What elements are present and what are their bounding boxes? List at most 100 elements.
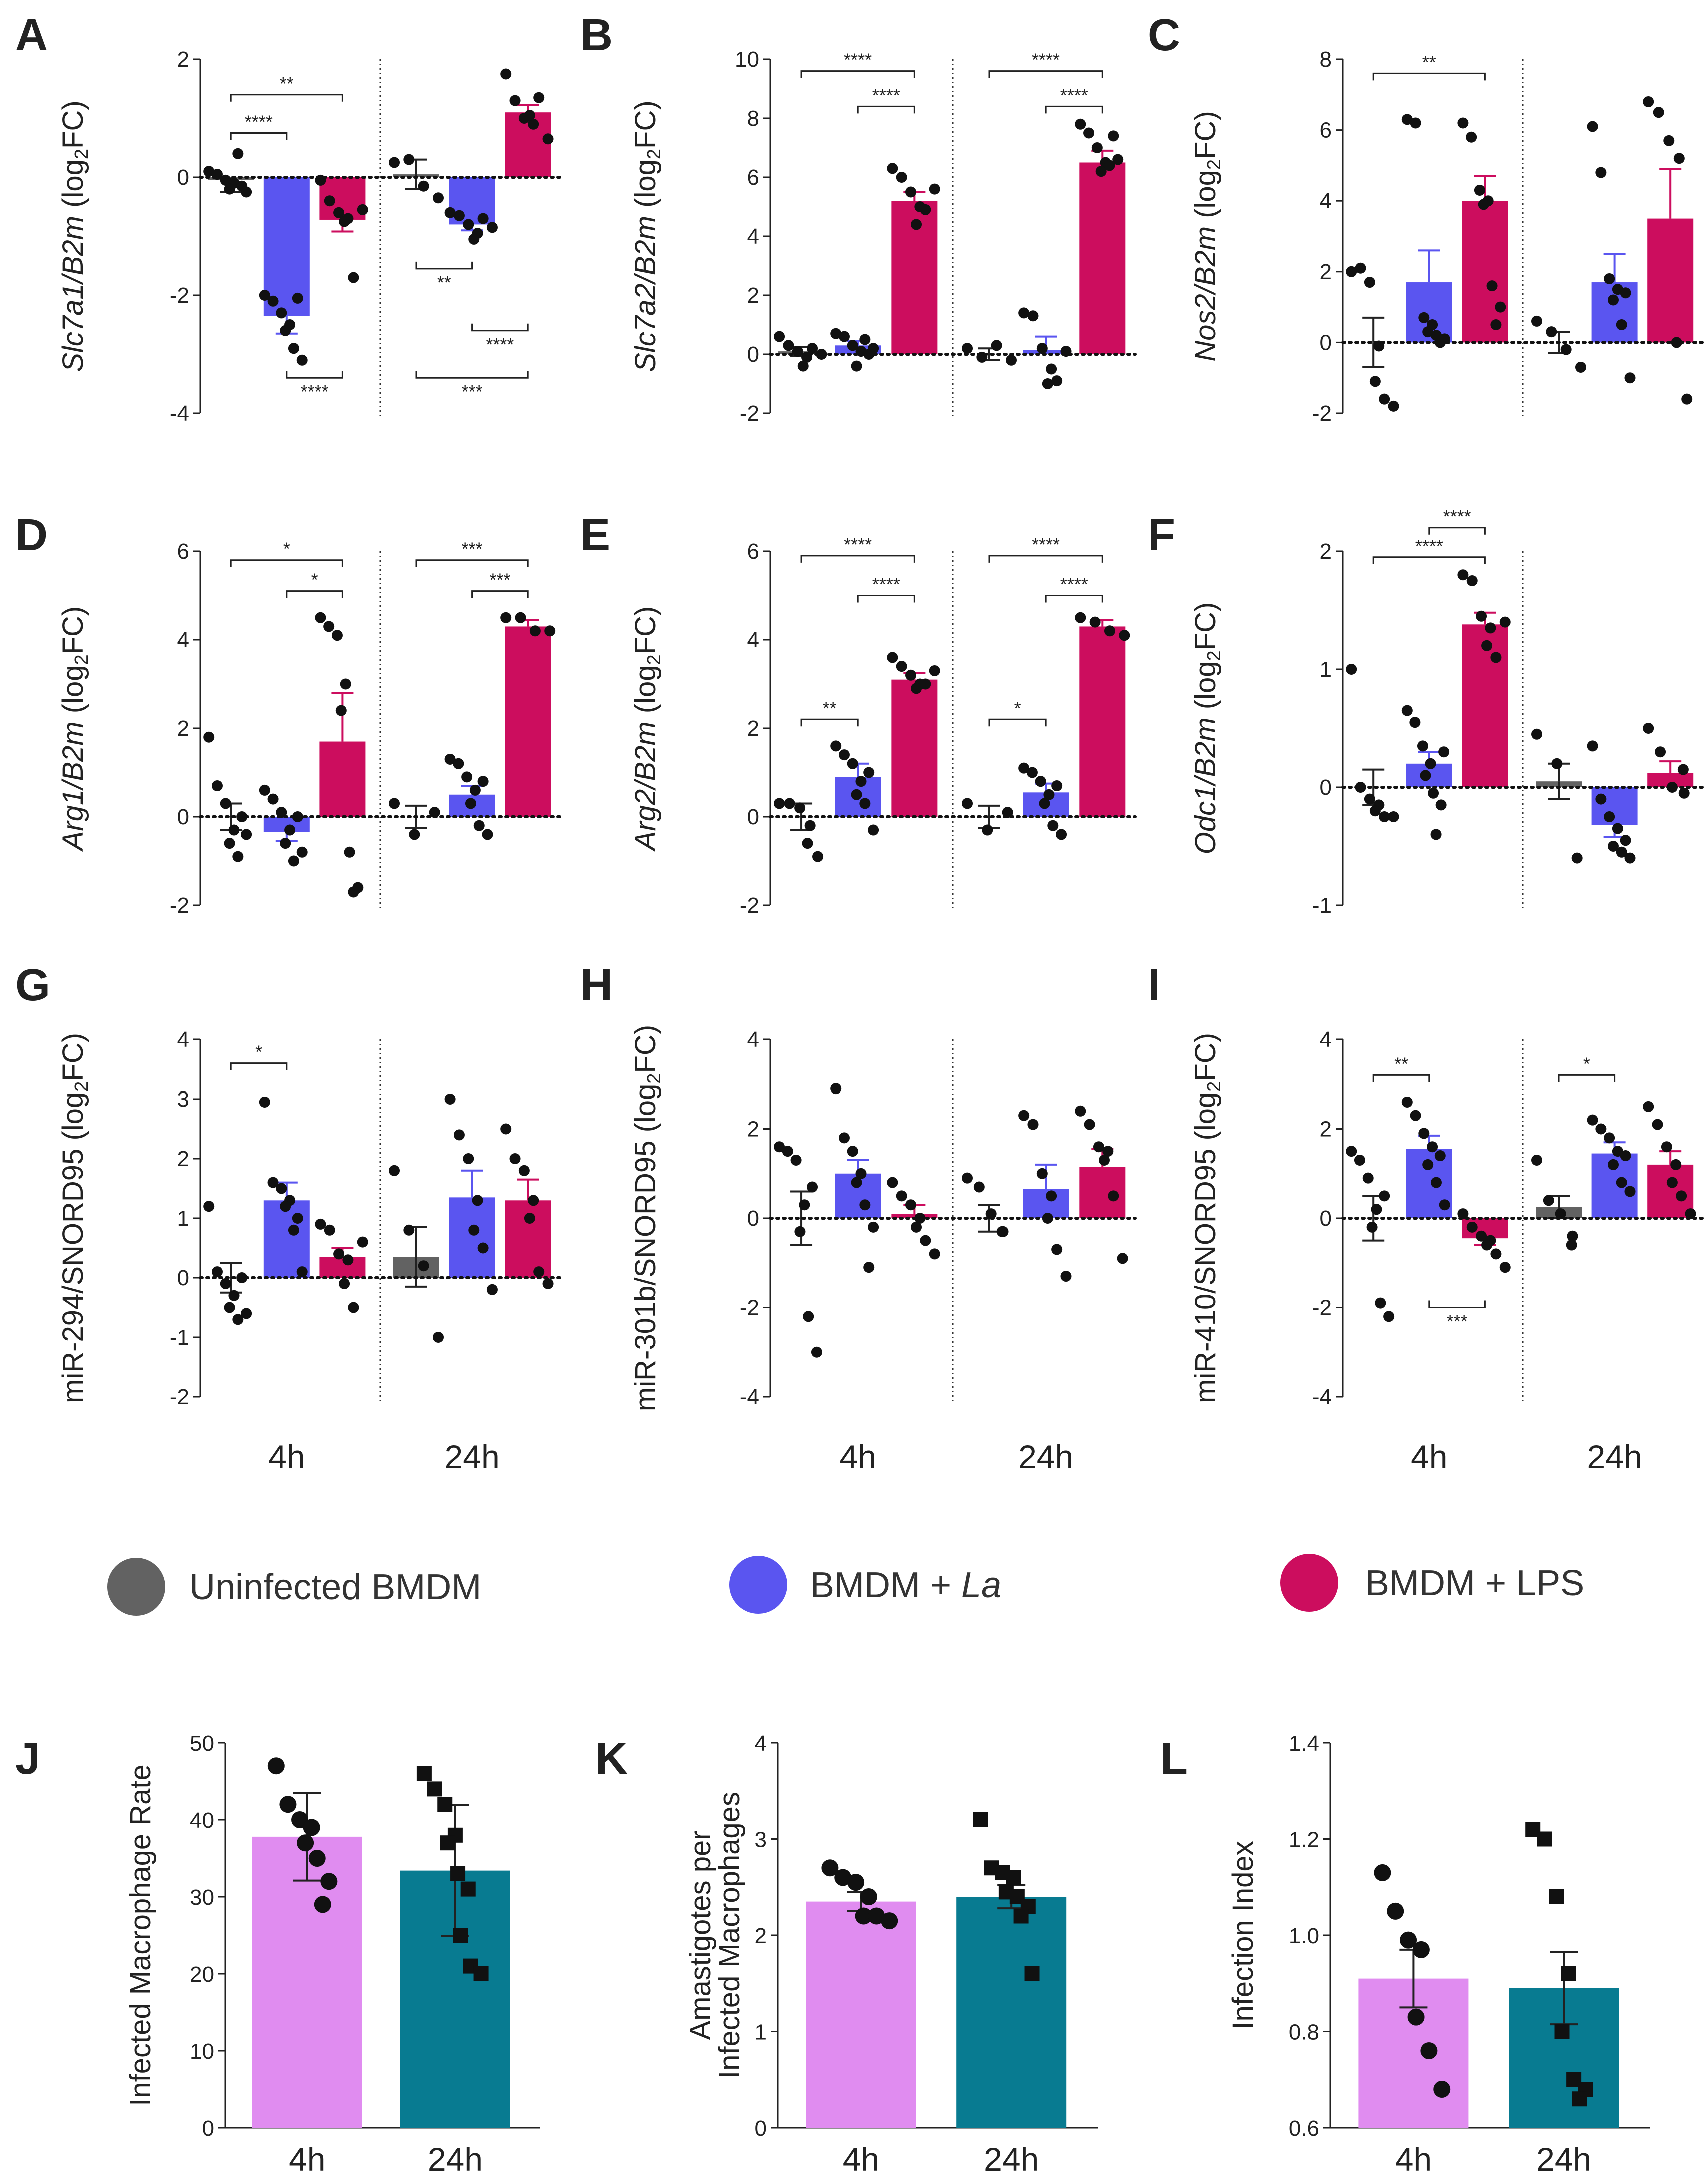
significance-label: **: [437, 272, 451, 293]
y-axis-label-sub: 2: [1204, 159, 1225, 170]
significance-label: ***: [489, 570, 510, 590]
data-point: [802, 838, 813, 849]
data-point: [1083, 127, 1095, 139]
y-tick-label: -1: [170, 1325, 189, 1350]
bar-4h-la: [263, 177, 310, 316]
data-point: [790, 1154, 802, 1166]
y-axis-label: Slc7a2/B2m (log2FC): [629, 100, 665, 372]
data-point: [1478, 199, 1489, 210]
data-point: [463, 219, 474, 230]
y-axis-label-main: miR-301b/SNORD95: [629, 1141, 662, 1412]
data-point: [515, 612, 526, 623]
data-point: [830, 1083, 842, 1095]
data-point: [357, 1236, 368, 1248]
significance-label: ****: [1060, 85, 1088, 105]
x-time-label: 4h: [1411, 1438, 1447, 1475]
significance-bracket: [415, 559, 529, 567]
data-point: [509, 1153, 521, 1164]
data-point: [1104, 160, 1115, 171]
data-point: [1091, 142, 1103, 153]
y-tick-label: 0: [177, 165, 189, 190]
data-point: [1481, 1239, 1493, 1251]
bar-24h-lps: [1647, 218, 1694, 343]
data-point: [340, 678, 351, 690]
data-point: [477, 1242, 489, 1254]
y-axis-label-unit: (log: [629, 665, 662, 722]
significance-label: ****: [1060, 574, 1088, 595]
y-tick-label: 1.0: [1289, 1924, 1319, 1948]
data-point: [821, 1859, 839, 1877]
significance-bracket: [800, 555, 915, 563]
panel-label-a: A: [15, 10, 48, 60]
data-point: [437, 1797, 453, 1812]
data-point: [1587, 121, 1598, 132]
data-point: [1075, 1105, 1086, 1117]
data-point: [797, 360, 809, 372]
y-tick-label: 4: [747, 1027, 759, 1052]
data-point: [1355, 782, 1366, 793]
data-point: [911, 219, 922, 230]
y-tick-label: 0: [1320, 775, 1332, 800]
y-tick-label: 2: [1320, 1117, 1332, 1142]
y-tick-label: 0: [755, 2116, 767, 2141]
y-tick-label: 4: [755, 1731, 767, 1756]
y-tick-label: 0: [1320, 1206, 1332, 1231]
bar-24h-la: [1591, 787, 1638, 825]
data-point: [1027, 1119, 1039, 1130]
data-point: [962, 798, 973, 809]
data-point: [855, 1168, 867, 1179]
bar-4h-lps: [1462, 624, 1508, 787]
y-tick-label: -4: [1312, 1385, 1332, 1409]
significance-label: ****: [844, 50, 872, 70]
data-point: [279, 1796, 297, 1813]
data-point: [418, 1260, 429, 1272]
data-point: [460, 1881, 476, 1897]
data-point: [1401, 1096, 1413, 1108]
data-point: [453, 758, 464, 769]
data-point: [1499, 1262, 1511, 1273]
y-tick-label: 6: [177, 539, 189, 564]
data-point: [280, 838, 291, 849]
data-point: [276, 307, 287, 319]
y-tick-label: 2: [177, 47, 189, 72]
y-tick-label: 40: [190, 1808, 214, 1833]
data-point: [1595, 1123, 1607, 1135]
y-tick-label: -2: [740, 893, 759, 918]
data-point: [1046, 363, 1057, 375]
data-point: [1620, 1150, 1631, 1162]
data-point: [1666, 782, 1678, 793]
data-point: [529, 625, 541, 637]
y-tick-label: 6: [747, 539, 759, 564]
data-point: [429, 807, 440, 818]
data-point: [1412, 1941, 1430, 1958]
y-tick-label: -2: [170, 893, 189, 918]
data-point: [1434, 1150, 1446, 1162]
data-point: [1018, 762, 1030, 774]
data-point: [851, 789, 862, 800]
data-point: [847, 1146, 858, 1157]
data-point: [784, 798, 795, 809]
y-tick-label: 6: [747, 165, 759, 190]
data-point: [1366, 1221, 1378, 1233]
y-axis-label-fc: FC): [57, 606, 89, 655]
y-tick-label: 2: [755, 1924, 767, 1948]
panel-label-f: F: [1148, 510, 1175, 560]
data-point: [962, 343, 973, 354]
significance-label: ***: [462, 381, 483, 402]
data-point: [1051, 1244, 1063, 1255]
data-point: [1474, 184, 1485, 196]
significance-bracket: [800, 718, 859, 727]
data-point: [465, 798, 476, 809]
data-point: [1676, 1190, 1687, 1202]
y-axis-label-fc: FC): [57, 100, 89, 149]
data-point: [1400, 1931, 1417, 1949]
significance-bracket: [1428, 1300, 1486, 1308]
data-point: [241, 829, 252, 840]
significance-bracket: [800, 70, 915, 78]
bar-24h-lps: [1647, 1164, 1694, 1218]
data-point: [1027, 310, 1039, 322]
data-point: [1418, 1128, 1430, 1139]
data-point: [860, 1888, 877, 1905]
data-point: [433, 192, 444, 204]
